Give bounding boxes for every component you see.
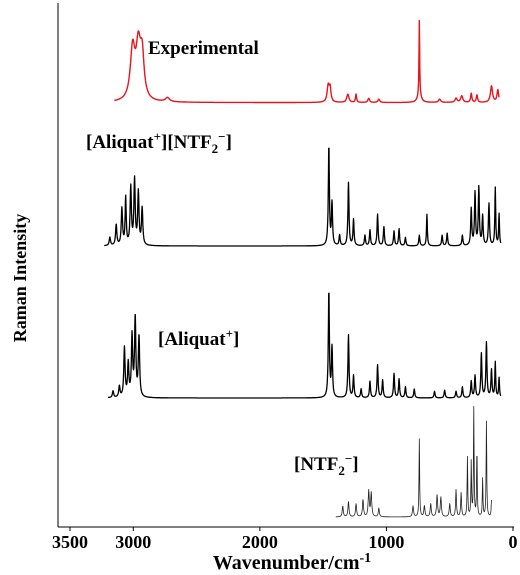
plot-area: 3500 3000 2000 1000 0 — [52, 3, 518, 552]
y-axis-label: Raman Intensity — [10, 214, 30, 343]
spectrum-line-aliquat — [107, 292, 502, 399]
x-tick-label: 2000 — [242, 532, 278, 552]
x-tick-label: 3000 — [115, 532, 151, 552]
series-label-part: [Aliquat — [158, 329, 226, 350]
series-label-ntf2: [NTF2−] — [294, 451, 359, 478]
series-label-part: − — [218, 129, 225, 144]
series-label-part: 2 — [338, 463, 345, 478]
series-label-part: ] — [352, 454, 358, 475]
series-label-part: [Aliquat — [86, 132, 154, 153]
series-label-part: ] — [233, 329, 239, 350]
x-tick-label: 0 — [509, 532, 518, 552]
series-label-part: + — [226, 326, 233, 341]
series-label-aliquat-ntf2: [Aliquat+][NTF2−] — [86, 129, 232, 156]
series-label-part: ][NTF — [161, 132, 212, 153]
series-label-part: Experimental — [148, 38, 259, 59]
x-tick-label: 1000 — [368, 532, 404, 552]
series-label-part: − — [345, 451, 352, 466]
series-label-aliquat: [Aliquat+] — [158, 326, 239, 350]
x-axis-label-exponent: -1 — [359, 551, 371, 566]
spectrum-line-experimental — [113, 19, 500, 104]
x-axis-ticks: 3500 3000 2000 1000 0 — [52, 527, 518, 552]
series-layer — [103, 19, 502, 518]
series-label-part: 2 — [212, 141, 219, 156]
series-label-part: [NTF — [294, 454, 338, 475]
series-label-part: ] — [226, 132, 232, 153]
x-axis-label: Wavenumber/cm-1 — [213, 551, 371, 574]
spectrum-line-ntf2 — [335, 406, 492, 518]
series-label-experimental: Experimental — [148, 38, 259, 59]
spectrum-line-aliquat-ntf2 — [103, 147, 502, 247]
series-label-part: + — [154, 129, 161, 144]
x-tick-label: 3500 — [52, 532, 88, 552]
x-axis-label-main: Wavenumber/cm — [213, 552, 360, 574]
